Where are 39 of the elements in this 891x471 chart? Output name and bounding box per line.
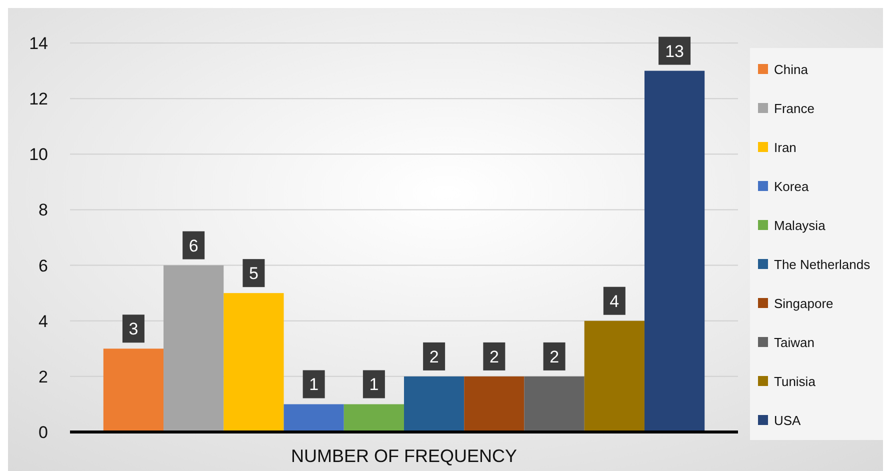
legend-label: Iran [774,140,796,155]
legend-label: Malaysia [774,218,826,233]
y-tick-label: 4 [38,312,48,331]
bar [224,293,284,432]
bar [103,348,164,432]
y-tick-label: 2 [38,367,48,386]
bar [344,404,404,432]
bar [164,265,224,432]
y-tick-label: 14 [29,34,48,53]
data-label: 5 [248,264,258,284]
data-label: 3 [128,320,138,339]
bar [524,376,584,432]
legend-label: Tunisia [774,374,816,389]
legend-label: The Netherlands [774,257,871,272]
data-label: 13 [665,42,684,61]
y-tick-label: 10 [29,145,48,164]
y-tick-label: 6 [38,256,48,276]
data-label: 2 [550,347,560,366]
data-label: 2 [429,347,439,366]
legend-label: Korea [774,179,810,194]
y-tick-label: 12 [29,90,48,109]
data-label: 1 [309,375,319,394]
bar [284,404,344,432]
data-label: 6 [188,236,198,256]
bar [584,320,644,432]
x-tick-label: NUMBER OF FREQUENCY [290,446,518,466]
data-label: 2 [489,347,499,366]
bar [404,376,464,432]
data-label: 1 [369,375,379,394]
legend-label: Taiwan [774,335,814,350]
y-tick-label: 0 [38,423,48,442]
bar [464,376,524,432]
data-label: 4 [610,292,620,311]
legend-label: France [774,101,814,116]
bar [644,70,705,432]
legend-label: USA [774,413,802,428]
y-tick-label: 8 [38,200,48,220]
legend-label: Singapore [774,296,834,311]
legend-label: China [774,62,809,77]
